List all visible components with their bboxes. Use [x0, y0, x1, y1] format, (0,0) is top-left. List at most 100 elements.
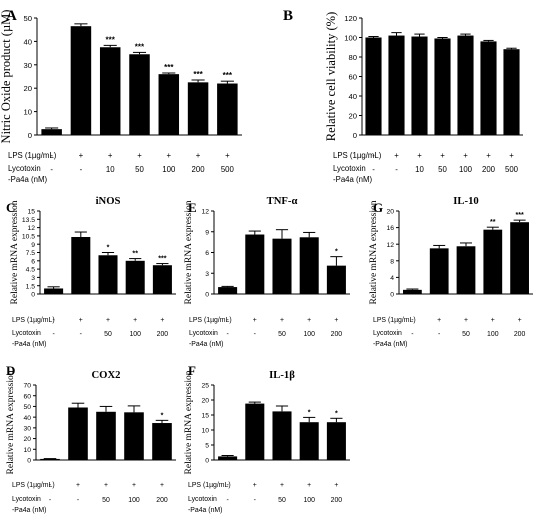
- chart-title-g: IL-10: [453, 196, 478, 207]
- condition-label-pa4a-f: -Pa4a (nM): [188, 507, 222, 514]
- y-tick-label-b: 60: [349, 72, 358, 81]
- y-axis-label-a: Nitric Oxide product (µM): [0, 10, 13, 144]
- y-tick-label-a: 30: [24, 61, 33, 70]
- condition-label-lps-b: LPS (1µg/mL): [333, 151, 382, 160]
- condition-lps-b-4: +: [463, 151, 468, 160]
- bar-b-1: [388, 35, 405, 135]
- bar-b-6: [503, 49, 520, 136]
- condition-label-lps-g: LPS (1µg/mL): [373, 317, 416, 324]
- chart-f: F IL-1β Relative mRNA expression 0 5 10 15 20 25…: [184, 363, 350, 514]
- condition-lps-b-6: +: [509, 151, 514, 160]
- condition-lps-a-1: +: [79, 151, 84, 160]
- bar-e-1: [245, 234, 265, 294]
- y-tick-label-a: 10: [24, 108, 33, 117]
- condition-dose-c-3: 100: [129, 331, 141, 338]
- y-axis-label-e: Relative mRNA expression: [184, 200, 194, 304]
- chart-d: D COX2 Relative mRNA expression 0 10 20 30 40 50…: [6, 363, 176, 514]
- condition-label-lycotoxin-a: Lycotoxin: [8, 164, 41, 173]
- condition-lps-f-3: +: [307, 482, 311, 489]
- condition-dose-b-4: 100: [459, 165, 473, 174]
- chart-e: E TNF-α Relative mRNA expression 0 3 6 9 12 * LPS…: [184, 196, 350, 348]
- bar-f-0: [218, 456, 238, 460]
- condition-dose-c-1: -: [80, 331, 82, 338]
- panel-f: F IL-1β Relative mRNA expression 0 5 10 15 20 25…: [184, 360, 367, 519]
- y-tick-label-f: 0: [205, 458, 209, 465]
- condition-dose-d-2: 50: [102, 497, 110, 504]
- y-tick-label-g: 8: [390, 258, 394, 265]
- y-tick-label-a: 50: [24, 14, 33, 23]
- y-tick-label-c: 15: [27, 209, 35, 216]
- chart-g: G IL-10 Relative mRNA expression 0 4 8 12 16 20 *…: [369, 196, 533, 348]
- condition-label-lps-a: LPS (1µg/mL): [8, 151, 57, 160]
- condition-lps-f-1: +: [253, 482, 257, 489]
- y-tick-label-d: 70: [23, 383, 31, 390]
- condition-label-lps-e: LPS (1µg/mL): [189, 317, 232, 324]
- condition-dose-a-1: -: [80, 165, 83, 174]
- y-tick-label-d: 60: [23, 393, 31, 400]
- condition-lps-e-2: +: [280, 317, 284, 324]
- y-tick-label-g: 4: [390, 275, 394, 282]
- condition-dose-b-1: -: [395, 165, 398, 174]
- condition-lps-c-3: +: [133, 317, 137, 324]
- bar-a-2: [99, 47, 121, 135]
- bar-f-1: [245, 403, 265, 460]
- bar-d-3: [124, 412, 144, 460]
- panel-letter-f: F: [188, 363, 196, 378]
- panel-letter-b: B: [283, 8, 293, 24]
- condition-label-lycotoxin-f: Lycotoxin: [188, 496, 217, 503]
- condition-dose-a-0: -: [50, 165, 53, 174]
- condition-label-pa4a-a: -Pa4a (nM): [8, 175, 47, 184]
- condition-lps-d-3: +: [132, 482, 136, 489]
- condition-lps-a-6: +: [225, 151, 230, 160]
- chart-title-f: IL-1β: [269, 370, 295, 381]
- y-axis-label-g: Relative mRNA expression: [369, 200, 379, 304]
- bar-e-2: [272, 238, 292, 294]
- condition-dose-f-0: -: [226, 497, 228, 504]
- y-tick-label-c: 13.5: [22, 217, 35, 224]
- condition-label-pa4a-d: -Pa4a (nM): [12, 507, 46, 514]
- panel-letter-e: E: [188, 200, 197, 215]
- condition-dose-b-2: 10: [415, 165, 424, 174]
- condition-dose-e-4: 200: [331, 331, 343, 338]
- condition-dose-a-4: 100: [162, 165, 176, 174]
- panel-a: A Nitric Oxide product (µM) 0 10 20 30 40 50 ***…: [0, 0, 275, 190]
- y-tick-label-a: 0: [28, 131, 32, 140]
- condition-label-lps-f: LPS (1µg/mL): [188, 482, 231, 489]
- significance-a-3: ***: [135, 42, 145, 51]
- y-tick-label-d: 40: [23, 415, 31, 422]
- chart-title-e: TNF-α: [267, 196, 298, 207]
- y-tick-label-g: 20: [386, 209, 394, 216]
- chart-title-c: iNOS: [96, 196, 121, 207]
- y-tick-label-b: 100: [344, 33, 357, 42]
- significance-g-3: **: [490, 218, 496, 226]
- condition-dose-b-5: 200: [482, 165, 496, 174]
- condition-dose-g-1: -: [438, 331, 440, 338]
- bar-f-3: [299, 422, 319, 460]
- condition-lps-f-4: +: [334, 482, 338, 489]
- significance-a-4: ***: [164, 63, 174, 72]
- bar-a-1: [70, 26, 92, 135]
- condition-label-lycotoxin-g: Lycotoxin: [373, 330, 402, 337]
- condition-lps-a-0: -: [50, 151, 53, 160]
- y-tick-label-d: 50: [23, 404, 31, 411]
- y-tick-label-c: 7.5: [26, 250, 36, 257]
- condition-lps-c-4: +: [160, 317, 164, 324]
- significance-f-4: *: [335, 409, 338, 417]
- bar-e-3: [299, 237, 319, 294]
- condition-lps-g-1: +: [437, 317, 441, 324]
- condition-dose-a-2: 10: [106, 165, 115, 174]
- condition-dose-e-1: -: [254, 331, 256, 338]
- bar-g-0: [403, 289, 422, 294]
- significance-c-3: **: [132, 250, 138, 258]
- significance-d-4: *: [161, 411, 164, 419]
- y-tick-label-c: 4.5: [26, 267, 36, 274]
- y-axis-label-f: Relative mRNA expression: [184, 370, 194, 474]
- bar-c-3: [125, 260, 145, 294]
- condition-label-pa4a-c: -Pa4a (nM): [12, 341, 46, 348]
- y-tick-label-c: 12: [27, 225, 35, 232]
- condition-label-lycotoxin-d: Lycotoxin: [12, 496, 41, 503]
- bar-d-4: [152, 423, 172, 460]
- bar-c-4: [152, 265, 172, 294]
- y-tick-label-c: 6: [31, 258, 35, 265]
